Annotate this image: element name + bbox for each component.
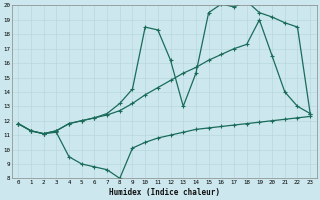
X-axis label: Humidex (Indice chaleur): Humidex (Indice chaleur)	[109, 188, 220, 197]
